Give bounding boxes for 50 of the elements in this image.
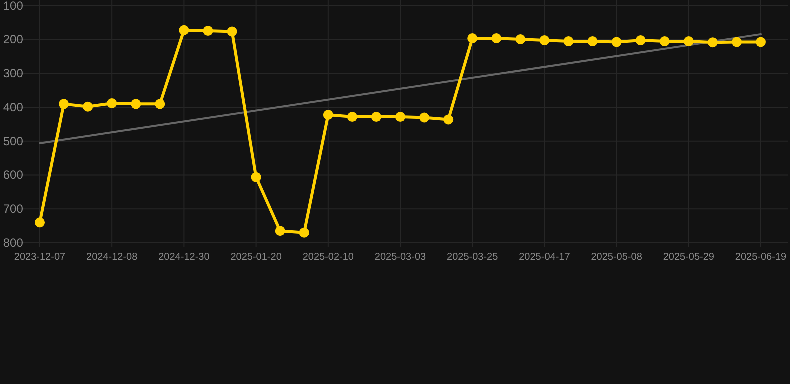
y-tick-label: 400 (3, 100, 24, 114)
x-tick-label: 2024-12-08 (86, 252, 138, 263)
x-tick-label: 2023-12-07 (14, 252, 66, 263)
y-tick-label: 500 (3, 134, 24, 148)
y-tick-label: 700 (3, 202, 24, 216)
point (323, 110, 334, 120)
point (660, 36, 670, 47)
point (155, 99, 166, 110)
x-tick-label: 2025-03-25 (447, 252, 499, 263)
point (684, 36, 694, 47)
y-tick-label: 800 (3, 236, 24, 250)
y-tick-label: 200 (3, 32, 24, 47)
x-tick-label: 2025-05-08 (591, 252, 643, 263)
point (299, 228, 310, 238)
point (227, 26, 238, 37)
x-tick-label: 2025-01-20 (230, 252, 282, 263)
point (83, 102, 94, 112)
point (636, 36, 646, 46)
point (516, 34, 526, 45)
x-tick-label: 2024-12-30 (158, 252, 210, 263)
point (59, 99, 70, 110)
y-tick-label: 300 (3, 66, 24, 81)
point (35, 218, 45, 228)
y-tick-label: 100 (3, 0, 24, 13)
point (347, 112, 358, 122)
point (275, 226, 286, 236)
point (468, 34, 478, 44)
x-tick-label: 2025-06-19 (735, 252, 788, 263)
point (492, 34, 502, 44)
point (708, 38, 718, 48)
point (203, 26, 214, 36)
point (107, 98, 118, 109)
point (396, 112, 406, 122)
point (732, 37, 742, 48)
point (756, 37, 766, 48)
point (612, 37, 622, 48)
x-tick-label: 2025-04-17 (519, 252, 571, 263)
point (251, 172, 262, 182)
y-tick-label: 600 (3, 168, 24, 182)
point (131, 99, 142, 110)
point (444, 114, 454, 125)
point (371, 112, 382, 122)
x-tick-label: 2025-05-29 (663, 252, 715, 263)
point (588, 36, 598, 47)
point (420, 112, 430, 123)
x-tick-label: 2025-02-10 (302, 252, 354, 263)
x-tick-label: 2025-03-03 (374, 252, 427, 263)
point (564, 36, 574, 47)
point (540, 36, 550, 46)
point (179, 25, 190, 36)
